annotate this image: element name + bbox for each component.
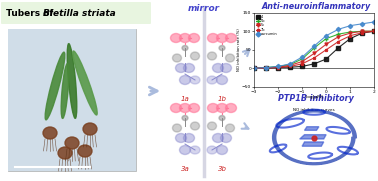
- Ellipse shape: [61, 64, 69, 118]
- Ellipse shape: [217, 33, 228, 43]
- Ellipse shape: [191, 52, 200, 60]
- Text: 3a: 3a: [181, 166, 189, 172]
- Ellipse shape: [45, 52, 65, 120]
- Ellipse shape: [208, 52, 217, 60]
- Ellipse shape: [219, 45, 225, 50]
- Ellipse shape: [207, 76, 217, 84]
- Polygon shape: [305, 127, 319, 130]
- Ellipse shape: [172, 124, 181, 132]
- Polygon shape: [300, 135, 326, 139]
- Text: 1b: 1b: [217, 96, 226, 102]
- Ellipse shape: [183, 134, 195, 142]
- Ellipse shape: [217, 104, 228, 113]
- Ellipse shape: [83, 123, 97, 135]
- Ellipse shape: [207, 146, 217, 154]
- Ellipse shape: [220, 134, 231, 142]
- Ellipse shape: [182, 45, 188, 50]
- Ellipse shape: [217, 75, 228, 85]
- Ellipse shape: [208, 33, 218, 43]
- Ellipse shape: [180, 75, 191, 85]
- Ellipse shape: [226, 54, 234, 62]
- Text: Bletilla striata: Bletilla striata: [43, 9, 116, 18]
- Ellipse shape: [73, 51, 97, 115]
- Ellipse shape: [170, 33, 181, 43]
- Ellipse shape: [180, 146, 191, 155]
- Ellipse shape: [189, 33, 200, 43]
- Text: 1a: 1a: [181, 96, 189, 102]
- Text: Anti-neuroinflammatory: Anti-neuroinflammatory: [261, 2, 370, 11]
- Ellipse shape: [226, 33, 237, 43]
- Ellipse shape: [180, 33, 191, 43]
- Ellipse shape: [65, 137, 79, 149]
- Ellipse shape: [190, 76, 200, 84]
- Ellipse shape: [208, 104, 218, 113]
- Ellipse shape: [183, 64, 195, 73]
- Polygon shape: [302, 142, 324, 146]
- X-axis label: Log[μM]: Log[μM]: [305, 95, 323, 99]
- Ellipse shape: [175, 134, 186, 142]
- Text: PTP1B inhibitory: PTP1B inhibitory: [278, 94, 354, 103]
- Ellipse shape: [220, 64, 231, 73]
- Ellipse shape: [189, 104, 200, 113]
- FancyBboxPatch shape: [8, 29, 136, 171]
- Legend: 4, 5b, 5c, 7b, curcumin: 4, 5b, 5c, 7b, curcumin: [256, 14, 277, 37]
- Text: NO inhibition curves: NO inhibition curves: [293, 108, 335, 112]
- Ellipse shape: [191, 122, 200, 130]
- FancyBboxPatch shape: [8, 29, 136, 171]
- Y-axis label: NO inhibition rate (%): NO inhibition rate (%): [237, 28, 241, 71]
- Text: 3b: 3b: [217, 166, 226, 172]
- Ellipse shape: [43, 127, 57, 139]
- Ellipse shape: [208, 122, 217, 130]
- Ellipse shape: [212, 64, 223, 73]
- Ellipse shape: [219, 115, 225, 121]
- Ellipse shape: [172, 54, 181, 62]
- FancyBboxPatch shape: [1, 2, 151, 24]
- Ellipse shape: [58, 147, 72, 159]
- Ellipse shape: [182, 115, 188, 121]
- Ellipse shape: [67, 44, 77, 118]
- Ellipse shape: [226, 104, 237, 113]
- Text: mirror: mirror: [188, 4, 220, 13]
- Ellipse shape: [78, 145, 92, 157]
- Ellipse shape: [175, 64, 186, 73]
- Ellipse shape: [170, 104, 181, 113]
- Ellipse shape: [217, 146, 228, 155]
- Ellipse shape: [180, 104, 191, 113]
- Ellipse shape: [226, 124, 234, 132]
- Ellipse shape: [190, 146, 200, 154]
- Ellipse shape: [212, 134, 223, 142]
- Text: Tubers of: Tubers of: [6, 9, 56, 18]
